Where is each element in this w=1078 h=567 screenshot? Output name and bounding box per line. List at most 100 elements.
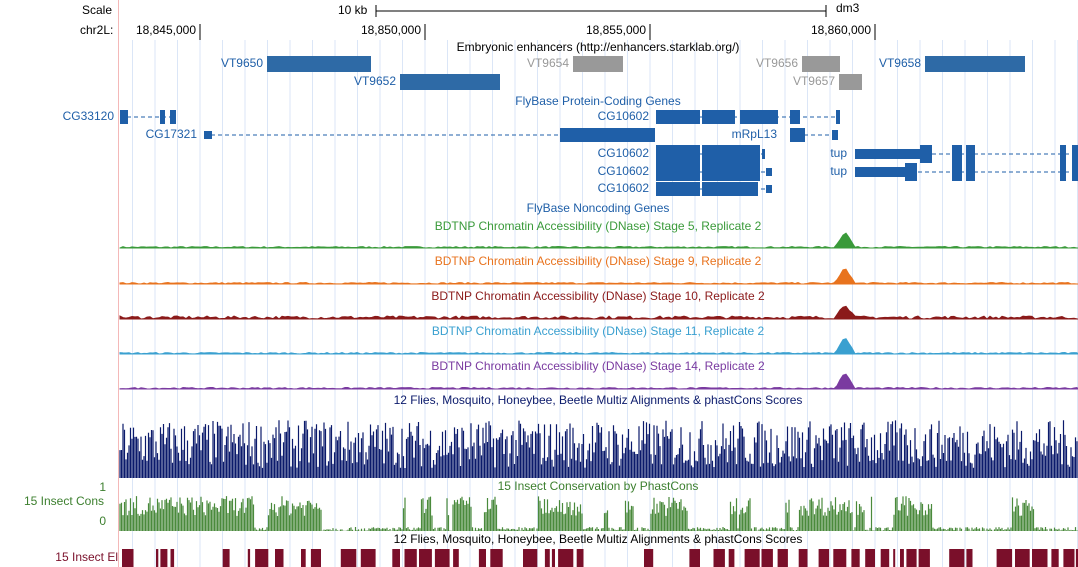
gene-label: CG10602: [598, 164, 650, 178]
element-block: [900, 549, 904, 567]
gene-exon: [702, 110, 735, 124]
gene-exon: [952, 163, 962, 181]
enhancer: [573, 56, 623, 72]
enhancer-label: VT9657: [793, 74, 835, 88]
scale-label: Scale: [82, 3, 112, 17]
enhancer: [802, 56, 840, 72]
element-block: [1075, 549, 1078, 567]
gene-exon: [855, 167, 905, 177]
enhancer: [839, 74, 862, 90]
gene-label: CG10602: [598, 146, 650, 160]
element-block: [576, 549, 584, 567]
gene-exon: [656, 182, 700, 196]
gene-exon: [952, 145, 962, 163]
element-block: [340, 549, 357, 567]
gene-exon: [740, 110, 778, 124]
gene-exon: [762, 149, 765, 159]
element-block: [434, 549, 450, 567]
gene-exon: [204, 131, 212, 139]
gene-exon: [170, 110, 176, 124]
element-block: [1032, 549, 1048, 567]
element-block: [360, 549, 376, 567]
gene-exon: [855, 149, 920, 159]
gene-label: tup: [830, 164, 847, 178]
gene-label: mRpL13: [732, 127, 778, 141]
element-block: [490, 549, 503, 567]
assembly: dm3: [836, 1, 860, 15]
gene-exon: [832, 130, 838, 140]
element-block: [865, 549, 875, 567]
track-title: FlyBase Noncoding Genes: [527, 201, 670, 215]
element-block: [689, 549, 700, 567]
element-block: [1063, 549, 1075, 567]
gene-exon: [1072, 163, 1078, 181]
element-block: [893, 549, 896, 567]
element-block: [301, 549, 306, 567]
element-block: [275, 549, 284, 567]
element-block: [222, 549, 230, 567]
gene-exon: [702, 182, 758, 196]
gene-exon: [575, 128, 655, 142]
element-block: [310, 549, 321, 567]
element-block: [777, 549, 788, 567]
gene-exon: [920, 145, 932, 163]
track-title: 12 Flies, Mosquito, Honeybee, Beetle Mul…: [394, 393, 803, 407]
dnase-signal: [119, 373, 1078, 390]
element-block: [818, 549, 830, 567]
gene-label: tup: [830, 146, 847, 160]
element-block: [551, 549, 555, 567]
element-block: [160, 549, 168, 567]
gene-label: CG33120: [63, 109, 115, 123]
enhancer-label: VT9656: [756, 56, 798, 70]
track-title: BDTNP Chromatin Accessibility (DNase) St…: [431, 359, 765, 373]
gene-label: CG10602: [598, 181, 650, 195]
gene-exon: [790, 110, 800, 124]
phastcons-max: 1: [99, 480, 106, 494]
dnase-signal: [119, 232, 1078, 249]
element-block: [1015, 549, 1030, 567]
grid: [132, 40, 1078, 567]
element-block: [851, 549, 860, 567]
gene-exon: [702, 163, 760, 181]
gene-exon: [790, 128, 805, 142]
track-title: 12 Flies, Mosquito, Honeybee, Beetle Mul…: [394, 532, 803, 546]
element-block: [728, 549, 735, 567]
position-label: 18,850,000: [361, 23, 421, 37]
element-block: [966, 549, 973, 567]
element-block: [906, 549, 917, 567]
phastcons-min: 0: [99, 514, 106, 528]
element-block: [544, 549, 550, 567]
elements-label: 15 Insect El: [55, 550, 118, 564]
gene-exon: [966, 163, 975, 181]
element-block: [392, 549, 400, 567]
enhancer: [400, 74, 500, 90]
track-title: FlyBase Protein-Coding Genes: [515, 94, 680, 108]
track-title: BDTNP Chromatin Accessibility (DNase) St…: [435, 254, 762, 268]
element-block: [255, 549, 269, 567]
position-label: 18,855,000: [586, 23, 646, 37]
enhancer: [925, 56, 1025, 72]
element-block: [918, 549, 930, 567]
element-block: [558, 549, 574, 567]
track-title: BDTNP Chromatin Accessibility (DNase) St…: [432, 324, 765, 338]
gene-exon: [1072, 145, 1078, 163]
element-block: [798, 549, 808, 567]
track-title: BDTNP Chromatin Accessibility (DNase) St…: [431, 289, 765, 303]
element-block: [247, 549, 251, 567]
element-block: [122, 549, 134, 567]
track-title: Embryonic enhancers (http://enhancers.st…: [457, 40, 740, 54]
element-block: [419, 549, 432, 567]
chrom: chr2L:: [80, 23, 113, 37]
element-block: [170, 549, 175, 567]
track-title: BDTNP Chromatin Accessibility (DNase) St…: [435, 219, 762, 233]
element-block: [644, 549, 654, 567]
element-block: [996, 549, 1013, 567]
gene-exon: [160, 110, 165, 124]
element-block: [761, 549, 773, 567]
element-block: [1051, 549, 1059, 567]
dnase-signal: [119, 305, 1078, 320]
element-block: [713, 549, 725, 567]
position-label: 18,860,000: [811, 23, 871, 37]
track-title: 15 Insect Conservation by PhastCons: [498, 479, 699, 493]
